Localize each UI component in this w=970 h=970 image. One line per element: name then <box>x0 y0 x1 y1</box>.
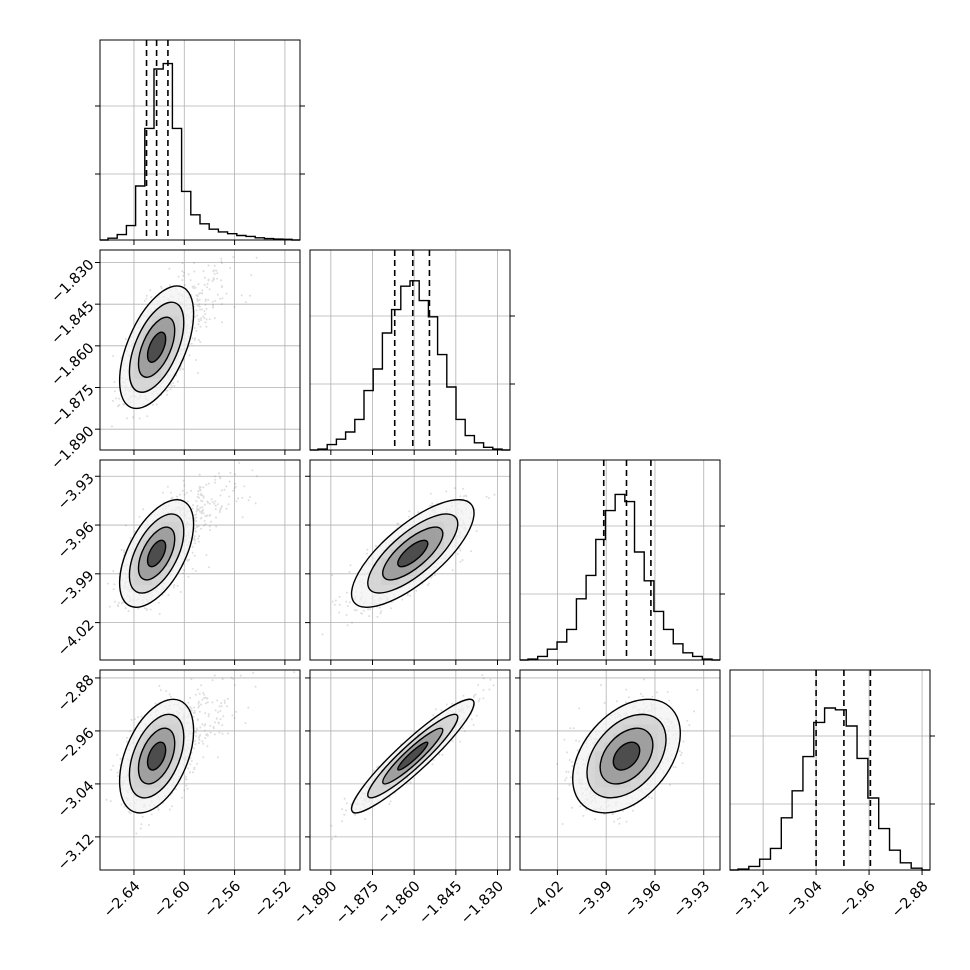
x-tick-label: −3.99 <box>573 878 616 921</box>
contour-level-4 <box>146 539 167 568</box>
histogram-param-2 <box>310 280 510 451</box>
y-tick-label: −3.93 <box>55 471 98 514</box>
x-tick-label: −1.860 <box>375 878 424 927</box>
x-tick-label: −3.96 <box>622 878 665 921</box>
panel-frame <box>99 249 301 451</box>
scatter-panel-3-4 <box>556 678 699 825</box>
x-tick-label: −2.60 <box>151 878 194 921</box>
frame-layer <box>95 39 935 875</box>
y-tick-label: −3.96 <box>55 519 98 562</box>
x-tick-label: −2.56 <box>201 878 244 921</box>
panel-frame <box>729 669 931 871</box>
scatter-panel-1-3 <box>107 461 258 615</box>
x-tick-label: −1.875 <box>333 878 382 927</box>
panel-frame <box>519 459 721 661</box>
y-tick-label: −1.875 <box>48 382 97 431</box>
histogram-param-3 <box>520 493 720 661</box>
panel-frame <box>309 669 511 871</box>
x-tick-label: −2.88 <box>889 878 932 921</box>
x-tick-label: −2.52 <box>252 878 295 921</box>
y-tick-label: −3.99 <box>55 568 98 611</box>
data-layer <box>100 40 930 871</box>
x-tick-label: −4.02 <box>524 878 567 921</box>
contour-level-4 <box>612 741 641 771</box>
histogram-param-1 <box>100 62 300 241</box>
panel-frame <box>99 459 301 661</box>
scatter-panel-1-4 <box>105 671 296 835</box>
contour-level-4 <box>146 331 167 363</box>
contour-level-4 <box>397 741 429 771</box>
y-tick-label: −2.96 <box>55 725 98 768</box>
x-tick-label: −3.12 <box>730 878 773 921</box>
x-tick-label: −2.64 <box>101 878 144 921</box>
panel-frame <box>99 39 301 241</box>
y-tick-label: −1.830 <box>48 257 97 306</box>
scatter-panel-2-3 <box>321 487 496 636</box>
scatter-panel-2-4 <box>330 674 495 840</box>
x-tick-label: −3.04 <box>783 878 826 921</box>
y-tick-label: −3.12 <box>55 831 98 874</box>
scatter-panel-1-2 <box>110 256 258 428</box>
y-tick-label: −3.04 <box>55 778 98 821</box>
y-tick-label: −2.88 <box>55 672 98 715</box>
x-tick-label: −1.845 <box>416 878 465 927</box>
panel-frame <box>309 249 511 451</box>
panel-frame <box>519 669 721 871</box>
x-tick-label: −3.93 <box>671 878 714 921</box>
panel-frame <box>99 669 301 871</box>
contour-level-4 <box>146 741 167 771</box>
x-tick-label: −1.890 <box>291 878 340 927</box>
contour-level-4 <box>397 539 429 568</box>
x-tick-label: −2.96 <box>836 878 879 921</box>
y-tick-label: −1.845 <box>48 299 97 348</box>
panel-frame <box>309 459 511 661</box>
y-tick-label: −1.890 <box>48 424 97 473</box>
y-tick-label: −4.02 <box>55 617 98 660</box>
y-tick-label: −1.860 <box>48 340 97 389</box>
grid-layer <box>100 40 930 870</box>
histogram-param-4 <box>730 707 930 871</box>
x-tick-label: −1.830 <box>458 878 507 927</box>
